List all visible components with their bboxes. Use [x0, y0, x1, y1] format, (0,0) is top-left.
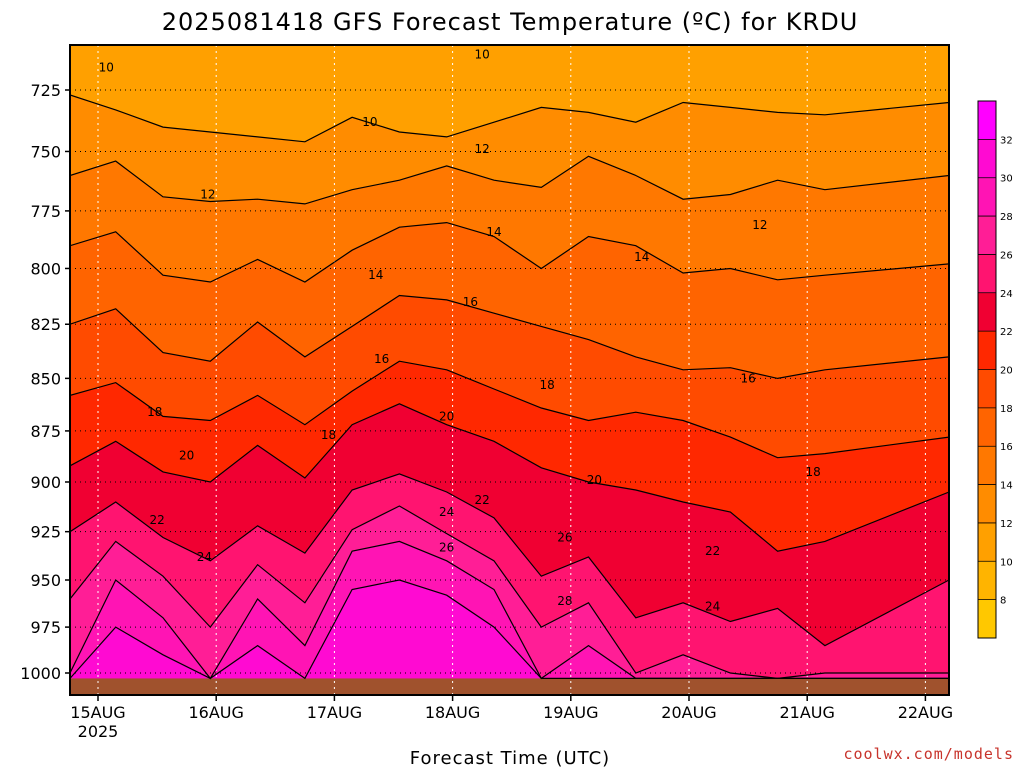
contour-label: 12 [752, 218, 767, 232]
x-tick-label: 16AUG [188, 703, 243, 722]
colorbar-tick-label: 32 [1000, 135, 1013, 146]
contour-label: 14 [634, 250, 649, 264]
colorbar-swatch [978, 522, 996, 562]
colorbar-tick-label: 28 [1000, 212, 1013, 223]
y-tick-label: 900 [30, 473, 61, 492]
contour-label: 20 [587, 473, 602, 487]
contour-label: 10 [475, 48, 490, 62]
y-axis-ticks: 725 750 775 800 825 850 875 900 925 950 975 1000 [20, 81, 70, 683]
colorbar-tick-label: 12 [1000, 519, 1013, 530]
x-tick-label: 17AUG [307, 703, 362, 722]
y-tick-label: 825 [30, 315, 61, 334]
colorbar-tick-label: 18 [1000, 404, 1013, 415]
colorbar-tick-label: 10 [1000, 557, 1013, 568]
colorbar-tick-label: 22 [1000, 327, 1013, 338]
contour-label: 16 [740, 371, 755, 385]
contour-label: 18 [540, 378, 555, 392]
y-tick-label: 875 [30, 422, 61, 441]
colorbar-tick-label: 14 [1000, 481, 1013, 492]
contour-label: 18 [147, 405, 162, 419]
contour-label: 22 [475, 493, 490, 507]
colorbar-swatch [978, 561, 996, 600]
colorbar-swatch [978, 369, 996, 408]
x-tick-label: 20AUG [661, 703, 716, 722]
y-tick-label: 750 [30, 142, 61, 161]
contour-line-28 [70, 579, 949, 680]
colorbar-tick-label: 8 [1000, 596, 1006, 607]
contour-label: 26 [439, 540, 454, 554]
colorbar-swatch [978, 177, 996, 217]
contour-label: 24 [705, 600, 720, 614]
contour-line-10 [70, 94, 949, 143]
colorbar-swatch [978, 254, 996, 293]
contour-label: 20 [439, 409, 454, 423]
colorbar-swatch [978, 446, 996, 485]
chart-title: 2025081418 GFS Forecast Temperature (ºC)… [162, 8, 859, 36]
band-26 [70, 541, 949, 695]
contour-label: 24 [439, 505, 454, 519]
y-tick-label: 1000 [20, 664, 61, 683]
x-tick-label: 19AUG [543, 703, 598, 722]
colorbar: 8 10 12 14 16 18 20 22 24 26 28 30 32 [977, 100, 1013, 639]
colorbar-swatch [978, 331, 996, 370]
contour-label: 18 [805, 465, 820, 479]
contour-line-24 [70, 505, 949, 680]
x-tick-sublabel: 2025 [78, 722, 119, 741]
colorbar-tick-label: 16 [1000, 442, 1013, 453]
contour-labels: 10 10 10 12 12 14 14 16 16 18 18 18 20 20 20 22 22 22 24 24… [99, 48, 821, 614]
colorbar-swatch [978, 599, 996, 638]
contour-label: 24 [197, 550, 212, 564]
contour-line-20 [70, 403, 949, 552]
contour-label: 12 [200, 187, 215, 201]
contour-label: 28 [557, 594, 572, 608]
plot-area [70, 45, 949, 695]
colorbar-tick-label: 30 [1000, 174, 1013, 185]
x-tick-label: 21AUG [779, 703, 834, 722]
colorbar-swatch [978, 216, 996, 255]
colorbar-swatch [978, 139, 996, 178]
contour-label: 22 [705, 544, 720, 558]
contour-lines [70, 94, 949, 680]
y-tick-label: 950 [30, 571, 61, 590]
contour-label: 26 [557, 531, 572, 545]
contour-label: 12 [475, 142, 490, 156]
credit-text: coolwx.com/models [843, 745, 1014, 763]
contour-label: 14 [486, 225, 501, 239]
contour-label: 10 [362, 115, 377, 129]
colorbar-tick-label: 20 [1000, 366, 1013, 377]
y-tick-label: 850 [30, 369, 61, 388]
colorbar-tick-label: 26 [1000, 250, 1013, 261]
contour-label: 20 [179, 449, 194, 463]
colorbar-swatch [978, 484, 996, 523]
y-tick-label: 775 [30, 202, 61, 221]
contour-label: 22 [149, 513, 164, 527]
x-tick-label: 22AUG [898, 703, 953, 722]
colorbar-swatch [978, 101, 996, 140]
x-tick-label: 15AUG [70, 703, 125, 722]
contour-label: 14 [368, 268, 383, 282]
colorbar-tick-label: 24 [1000, 289, 1013, 300]
contour-line-14 [70, 221, 949, 283]
contour-line-16 [70, 294, 949, 380]
plot-frame [69, 44, 950, 696]
y-tick-label: 725 [30, 81, 61, 100]
contour-label: 10 [99, 60, 114, 74]
colorbar-swatch [978, 292, 996, 332]
contour-label: 16 [463, 295, 478, 309]
contour-label: 18 [321, 428, 336, 442]
contour-line-22 [70, 473, 949, 647]
x-tick-label: 18AUG [425, 703, 480, 722]
contour-label: 16 [374, 352, 389, 366]
ground-surface [70, 678, 949, 695]
y-tick-label: 975 [30, 618, 61, 637]
x-axis-label: Forecast Time (UTC) [410, 748, 610, 768]
y-tick-label: 925 [30, 523, 61, 542]
colorbar-swatch [978, 407, 996, 447]
y-tick-label: 800 [30, 259, 61, 278]
contour-line-18 [70, 360, 949, 459]
contour-line-12 [70, 155, 949, 205]
